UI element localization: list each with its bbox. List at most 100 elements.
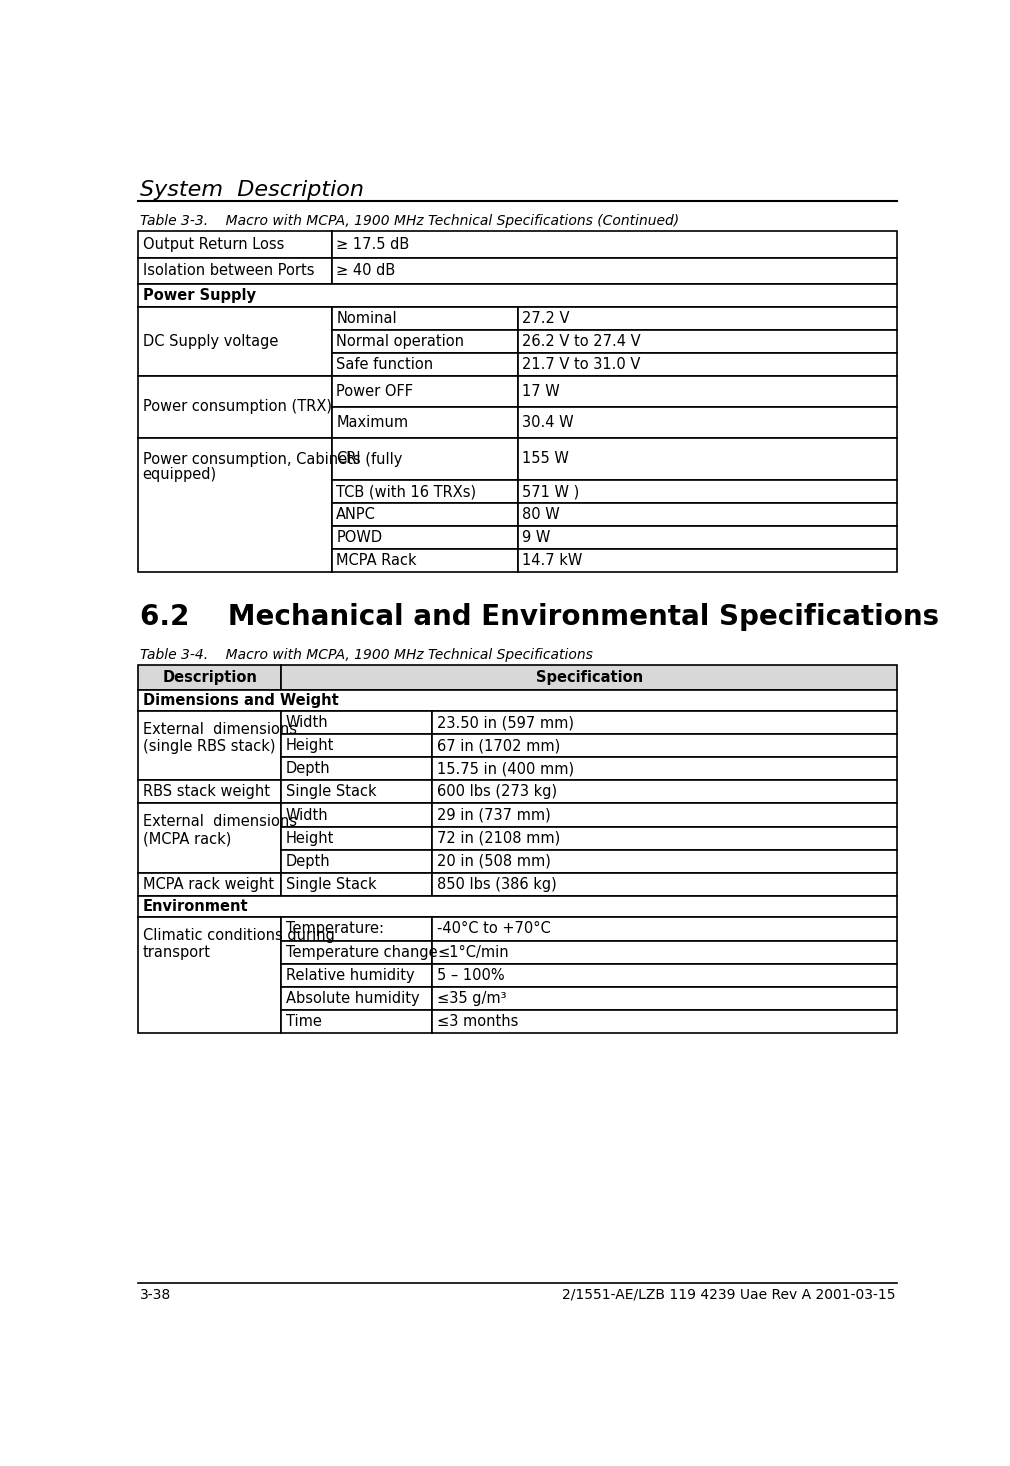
- Bar: [432, 827, 897, 850]
- Text: Depth: Depth: [286, 853, 330, 869]
- Text: 6.2    Mechanical and Environmental Specifications: 6.2 Mechanical and Environmental Specifi…: [140, 604, 939, 632]
- Text: MCPA rack weight: MCPA rack weight: [142, 877, 274, 891]
- Text: (single RBS stack): (single RBS stack): [142, 739, 275, 754]
- Text: 20 in (508 mm): 20 in (508 mm): [437, 853, 550, 869]
- Bar: [281, 941, 432, 963]
- Bar: [432, 734, 897, 758]
- Text: equipped): equipped): [142, 468, 217, 482]
- Bar: [432, 850, 897, 872]
- Bar: [517, 550, 897, 572]
- Text: 2/1551-AE/LZB 119 4239 Uae Rev A 2001-03-15: 2/1551-AE/LZB 119 4239 Uae Rev A 2001-03…: [562, 1287, 895, 1302]
- Text: CRI: CRI: [336, 452, 361, 466]
- Text: Environment: Environment: [142, 899, 248, 915]
- Text: 21.7 V to 31.0 V: 21.7 V to 31.0 V: [522, 358, 640, 372]
- Bar: [331, 526, 517, 550]
- Bar: [281, 734, 432, 758]
- Bar: [281, 666, 897, 689]
- Bar: [281, 872, 432, 896]
- Text: Time: Time: [286, 1014, 322, 1029]
- Bar: [331, 377, 517, 408]
- Bar: [138, 780, 281, 803]
- Text: ≥ 40 dB: ≥ 40 dB: [336, 262, 396, 279]
- Text: 30.4 W: 30.4 W: [522, 415, 574, 430]
- Text: 29 in (737 mm): 29 in (737 mm): [437, 808, 550, 822]
- Text: ≤35 g/m³: ≤35 g/m³: [437, 991, 507, 1006]
- Text: Dimensions and Weight: Dimensions and Weight: [142, 693, 338, 708]
- Bar: [138, 689, 897, 711]
- Text: 23.50 in (597 mm): 23.50 in (597 mm): [437, 715, 574, 730]
- Text: 14.7 kW: 14.7 kW: [522, 554, 583, 569]
- Bar: [138, 377, 331, 438]
- Bar: [138, 438, 331, 572]
- Bar: [281, 780, 432, 803]
- Text: Table 3-4.    Macro with MCPA, 1900 MHz Technical Specifications: Table 3-4. Macro with MCPA, 1900 MHz Tec…: [140, 648, 593, 663]
- Text: Width: Width: [286, 808, 328, 822]
- Bar: [432, 872, 897, 896]
- Text: 26.2 V to 27.4 V: 26.2 V to 27.4 V: [522, 334, 641, 349]
- Bar: [281, 827, 432, 850]
- Bar: [138, 306, 331, 377]
- Text: 5 – 100%: 5 – 100%: [437, 968, 505, 982]
- Text: Relative humidity: Relative humidity: [286, 968, 414, 982]
- Text: ≤1°C/min: ≤1°C/min: [437, 944, 509, 960]
- Text: TCB (with 16 TRXs): TCB (with 16 TRXs): [336, 484, 477, 498]
- Text: 15.75 in (400 mm): 15.75 in (400 mm): [437, 761, 574, 777]
- Text: 80 W: 80 W: [522, 507, 560, 522]
- Text: 3-38: 3-38: [140, 1287, 172, 1302]
- Text: Climatic conditions during: Climatic conditions during: [142, 928, 334, 943]
- Bar: [432, 918, 897, 941]
- Text: 72 in (2108 mm): 72 in (2108 mm): [437, 831, 561, 846]
- Text: 17 W: 17 W: [522, 384, 560, 399]
- Bar: [138, 711, 281, 780]
- Text: Power consumption (TRX): Power consumption (TRX): [142, 399, 331, 415]
- Bar: [331, 232, 897, 258]
- Bar: [331, 353, 517, 377]
- Text: Height: Height: [286, 739, 334, 754]
- Bar: [432, 941, 897, 963]
- Bar: [517, 503, 897, 526]
- Bar: [138, 803, 281, 872]
- Text: External  dimensions: External dimensions: [142, 814, 297, 830]
- Bar: [138, 258, 331, 284]
- Bar: [432, 803, 897, 827]
- Text: 27.2 V: 27.2 V: [522, 311, 570, 325]
- Bar: [331, 258, 897, 284]
- Text: Single Stack: Single Stack: [286, 784, 377, 799]
- Text: 600 lbs (273 kg): 600 lbs (273 kg): [437, 784, 558, 799]
- Bar: [281, 803, 432, 827]
- Text: RBS stack weight: RBS stack weight: [142, 784, 270, 799]
- Text: Width: Width: [286, 715, 328, 730]
- Bar: [138, 666, 281, 689]
- Bar: [432, 987, 897, 1010]
- Text: Table 3-3.    Macro with MCPA, 1900 MHz Technical Specifications (Continued): Table 3-3. Macro with MCPA, 1900 MHz Tec…: [140, 214, 680, 229]
- Bar: [517, 479, 897, 503]
- Bar: [517, 377, 897, 408]
- Text: Absolute humidity: Absolute humidity: [286, 991, 419, 1006]
- Text: POWD: POWD: [336, 531, 383, 545]
- Text: Power consumption, Cabinets (fully: Power consumption, Cabinets (fully: [142, 452, 402, 466]
- Text: Maximum: Maximum: [336, 415, 408, 430]
- Bar: [331, 306, 517, 330]
- Bar: [281, 987, 432, 1010]
- Bar: [138, 284, 897, 306]
- Text: ANPC: ANPC: [336, 507, 376, 522]
- Bar: [281, 963, 432, 987]
- Text: Temperature change: Temperature change: [286, 944, 437, 960]
- Text: External  dimensions: External dimensions: [142, 721, 297, 737]
- Bar: [331, 438, 517, 479]
- Bar: [331, 550, 517, 572]
- Text: -40°C to +70°C: -40°C to +70°C: [437, 922, 550, 937]
- Bar: [517, 408, 897, 438]
- Bar: [517, 353, 897, 377]
- Text: Depth: Depth: [286, 761, 330, 777]
- Bar: [331, 479, 517, 503]
- Bar: [432, 780, 897, 803]
- Text: Temperature:: Temperature:: [286, 922, 384, 937]
- Text: 850 lbs (386 kg): 850 lbs (386 kg): [437, 877, 557, 891]
- Bar: [331, 408, 517, 438]
- Bar: [432, 711, 897, 734]
- Text: transport: transport: [142, 946, 210, 960]
- Bar: [517, 526, 897, 550]
- Text: Power Supply: Power Supply: [142, 287, 256, 303]
- Bar: [138, 896, 897, 918]
